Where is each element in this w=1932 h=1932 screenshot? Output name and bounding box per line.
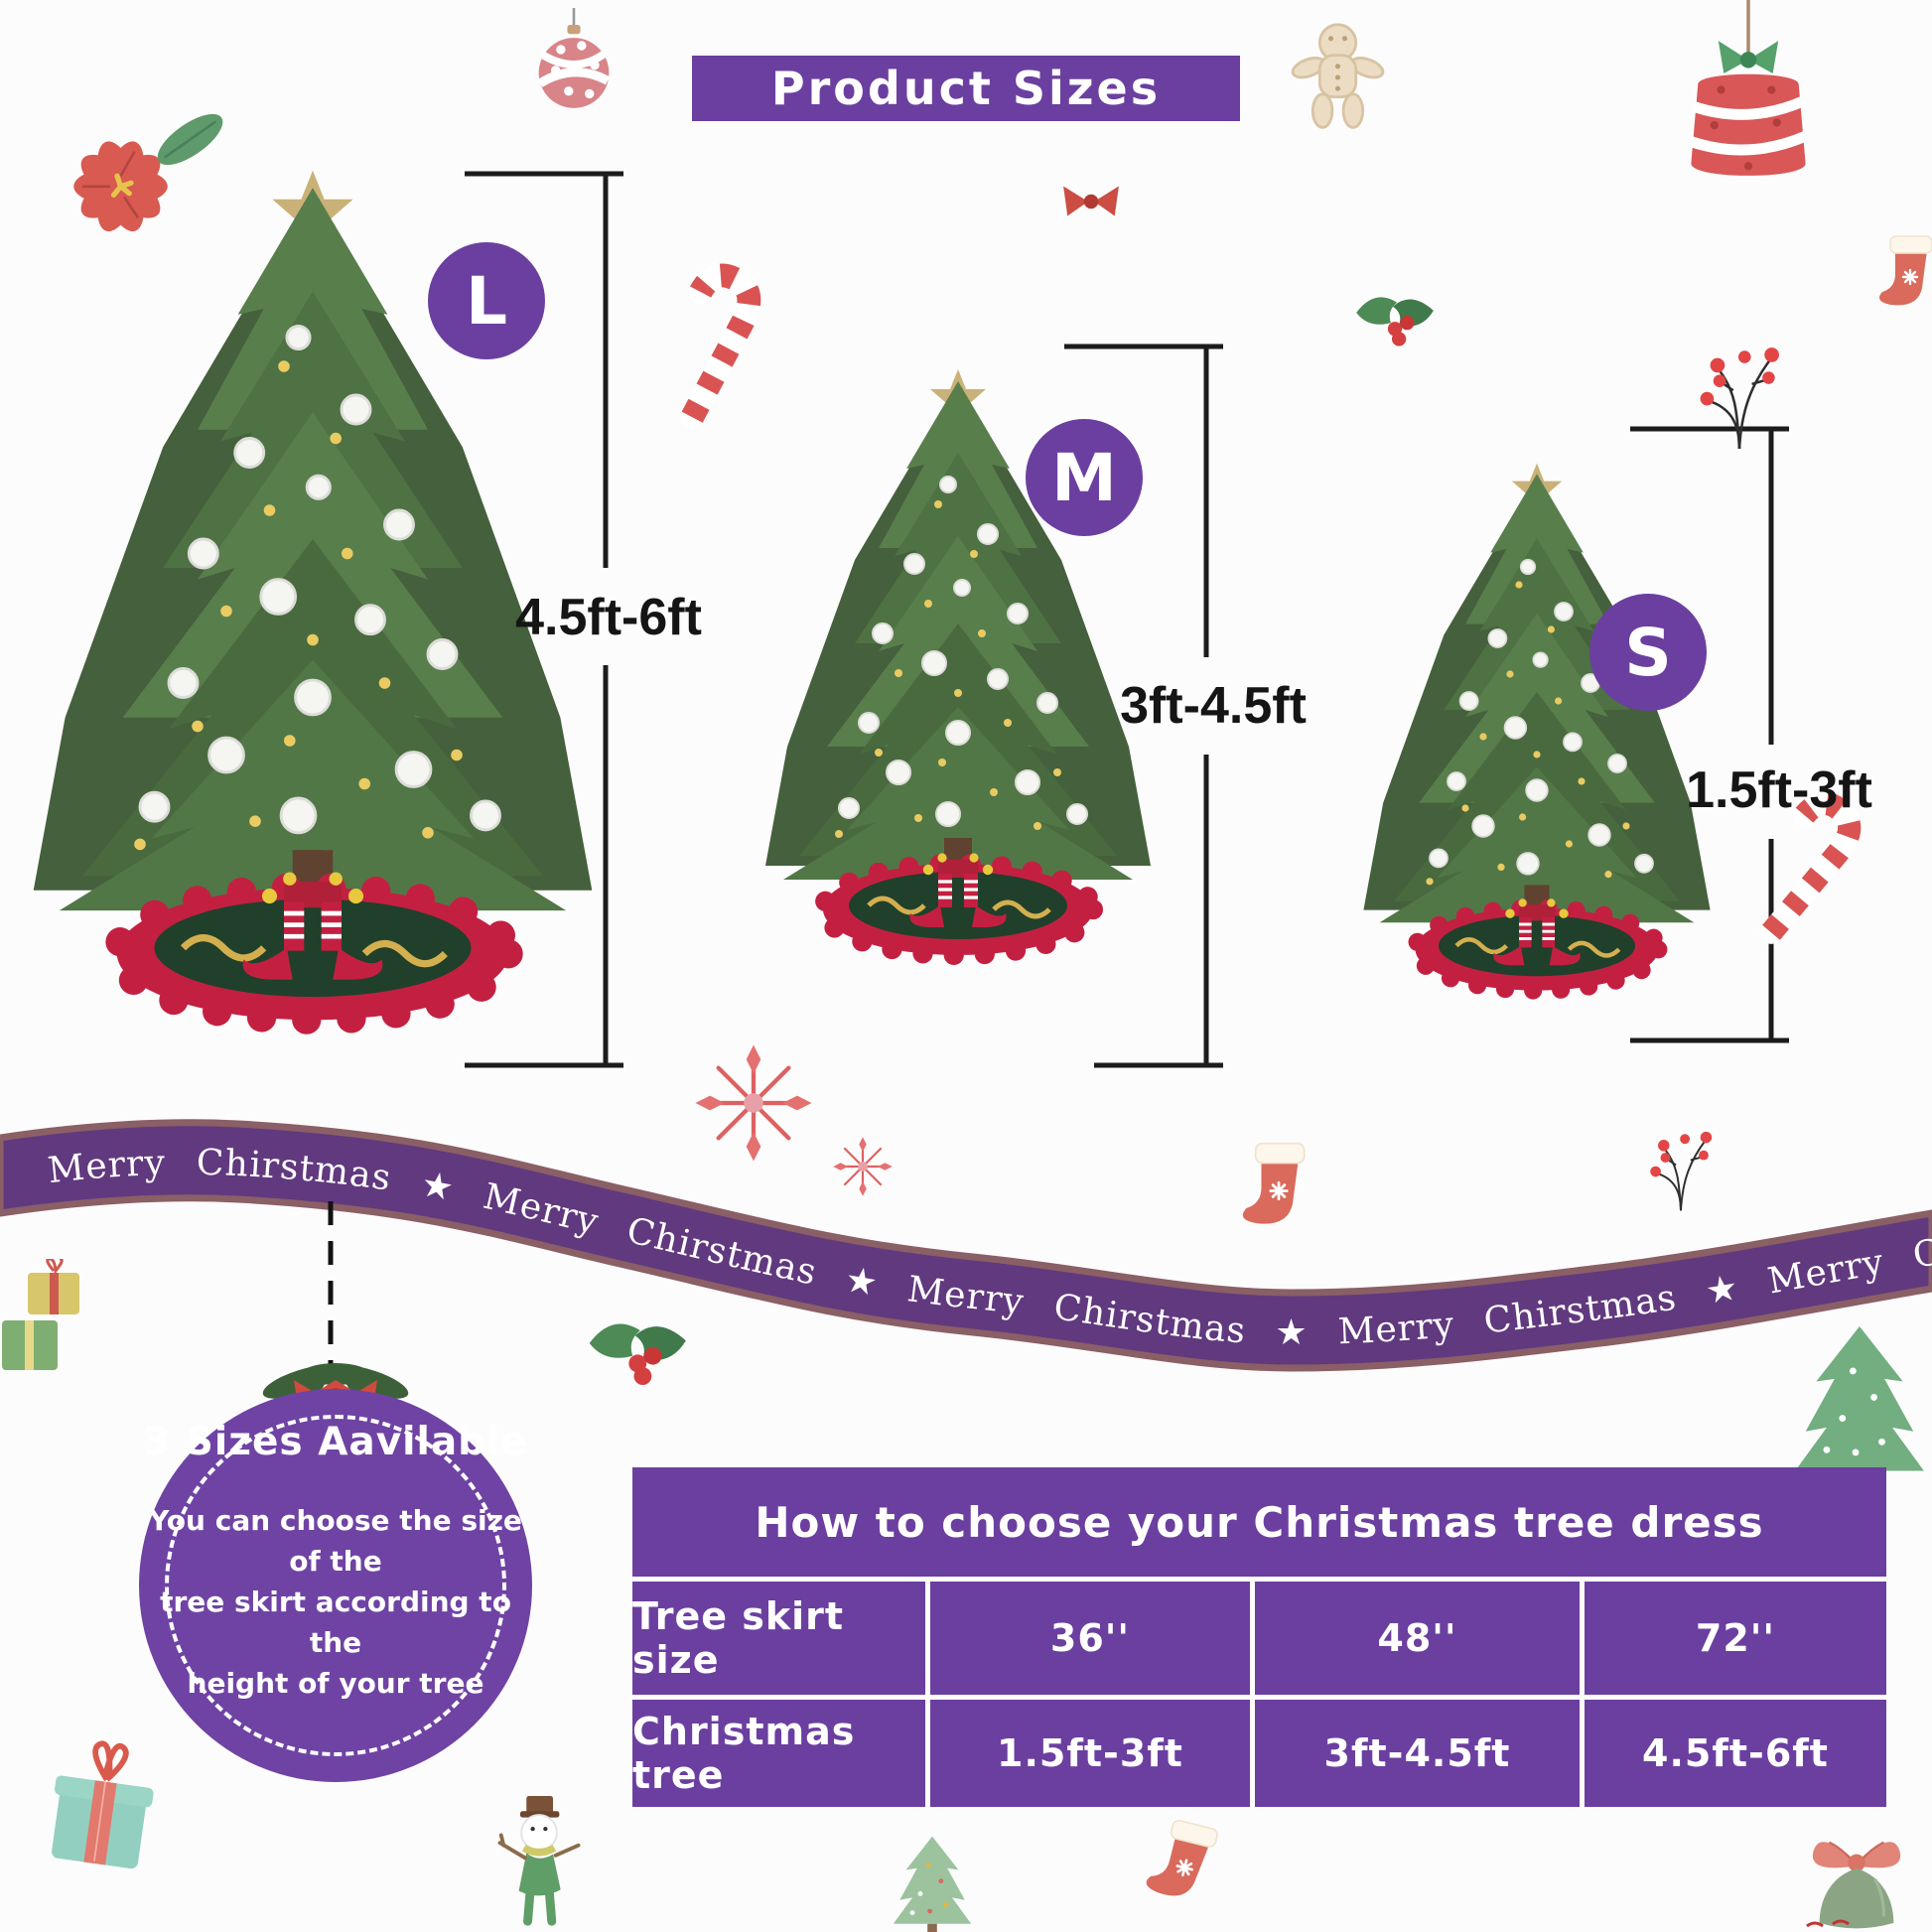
drum-ornament-icon <box>1691 0 1805 176</box>
poinsettia-icon <box>71 105 230 237</box>
height-range-medium: 3ft-4.5ft <box>1120 677 1307 735</box>
info-badge-text: 3 Sizes Aavilable You can choose the siz… <box>139 1420 532 1704</box>
info-badge-title: 3 Sizes Aavilable <box>143 1420 528 1464</box>
candy-cane-icon-left <box>647 267 759 417</box>
polka-bauble-icon <box>539 8 610 108</box>
bell-gift-script <box>1806 1919 1850 1928</box>
skirt-size-36: 36'' <box>930 1582 1250 1695</box>
info-badge-line-3: height of your tree <box>187 1667 484 1700</box>
tree-icon-right <box>1795 1325 1924 1488</box>
tree-sketch-icon-bottom <box>893 1836 972 1932</box>
berry-sprig-icon-right <box>1699 345 1781 449</box>
size-badge-small: S <box>1589 594 1707 711</box>
red-bow-icon <box>1063 186 1119 216</box>
height-range-large: 4.5ft-6ft <box>515 589 702 646</box>
measure-line-medium <box>1064 344 1223 1068</box>
stocking-icon-middle <box>1241 1142 1307 1226</box>
size-table-title: How to choose your Christmas tree dress <box>632 1467 1886 1577</box>
snowman-icon <box>499 1796 578 1921</box>
tree-height-medium: 3ft-4.5ft <box>1255 1700 1580 1807</box>
berry-sprig-icon-middle <box>1649 1130 1714 1212</box>
measurement-lines <box>465 171 1789 1068</box>
stocking-icon-top-right <box>1877 234 1932 307</box>
christmas-tree-small <box>1363 464 1710 991</box>
row-header-tree-skirt-size: Tree skirt size <box>632 1582 925 1695</box>
size-badge-large: L <box>428 242 545 359</box>
info-badge-line-1: You can choose the size of the <box>149 1504 522 1578</box>
tree-height-large: 4.5ft-6ft <box>1585 1700 1886 1807</box>
info-badge-line-2: tree skirt according to the <box>160 1586 511 1659</box>
gift-boxes-icon-left <box>0 1259 81 1372</box>
bell-gift-icon <box>1811 1840 1902 1931</box>
holly-icon-top <box>1356 297 1434 346</box>
snowflake-icon-small <box>832 1136 894 1197</box>
teal-gift-icon <box>45 1737 159 1869</box>
row-header-christmas-tree: Christmas tree <box>632 1700 925 1807</box>
ribbon-band <box>0 1119 1932 1372</box>
skirt-size-72: 72'' <box>1585 1582 1886 1695</box>
page-title: Product Sizes <box>770 62 1162 115</box>
gingerbread-man-icon <box>1288 23 1388 129</box>
size-table-row-skirt: Tree skirt size 36'' 48'' 72'' <box>632 1582 1886 1695</box>
size-badge-medium-letter: M <box>1051 439 1117 516</box>
tree-height-small: 1.5ft-3ft <box>930 1700 1250 1807</box>
measure-line-small <box>1630 426 1789 1043</box>
size-badge-medium: M <box>1026 419 1143 536</box>
measure-line-large <box>465 171 623 1068</box>
height-range-small: 1.5ft-3ft <box>1686 761 1872 819</box>
size-badge-small-letter: S <box>1624 614 1672 691</box>
info-badge-dashed-border <box>165 1415 506 1756</box>
size-table: How to choose your Christmas tree dress … <box>632 1467 1886 1807</box>
holly-icon-bottom <box>589 1323 686 1386</box>
skirt-size-48: 48'' <box>1255 1582 1580 1695</box>
snowflake-icon-large <box>695 1044 811 1161</box>
size-badge-large-letter: L <box>465 262 508 340</box>
size-table-row-tree: Christmas tree 1.5ft-3ft 3ft-4.5ft 4.5ft… <box>632 1700 1886 1807</box>
stocking-icon-bottom <box>1143 1815 1220 1905</box>
title-banner: Product Sizes <box>692 56 1240 121</box>
